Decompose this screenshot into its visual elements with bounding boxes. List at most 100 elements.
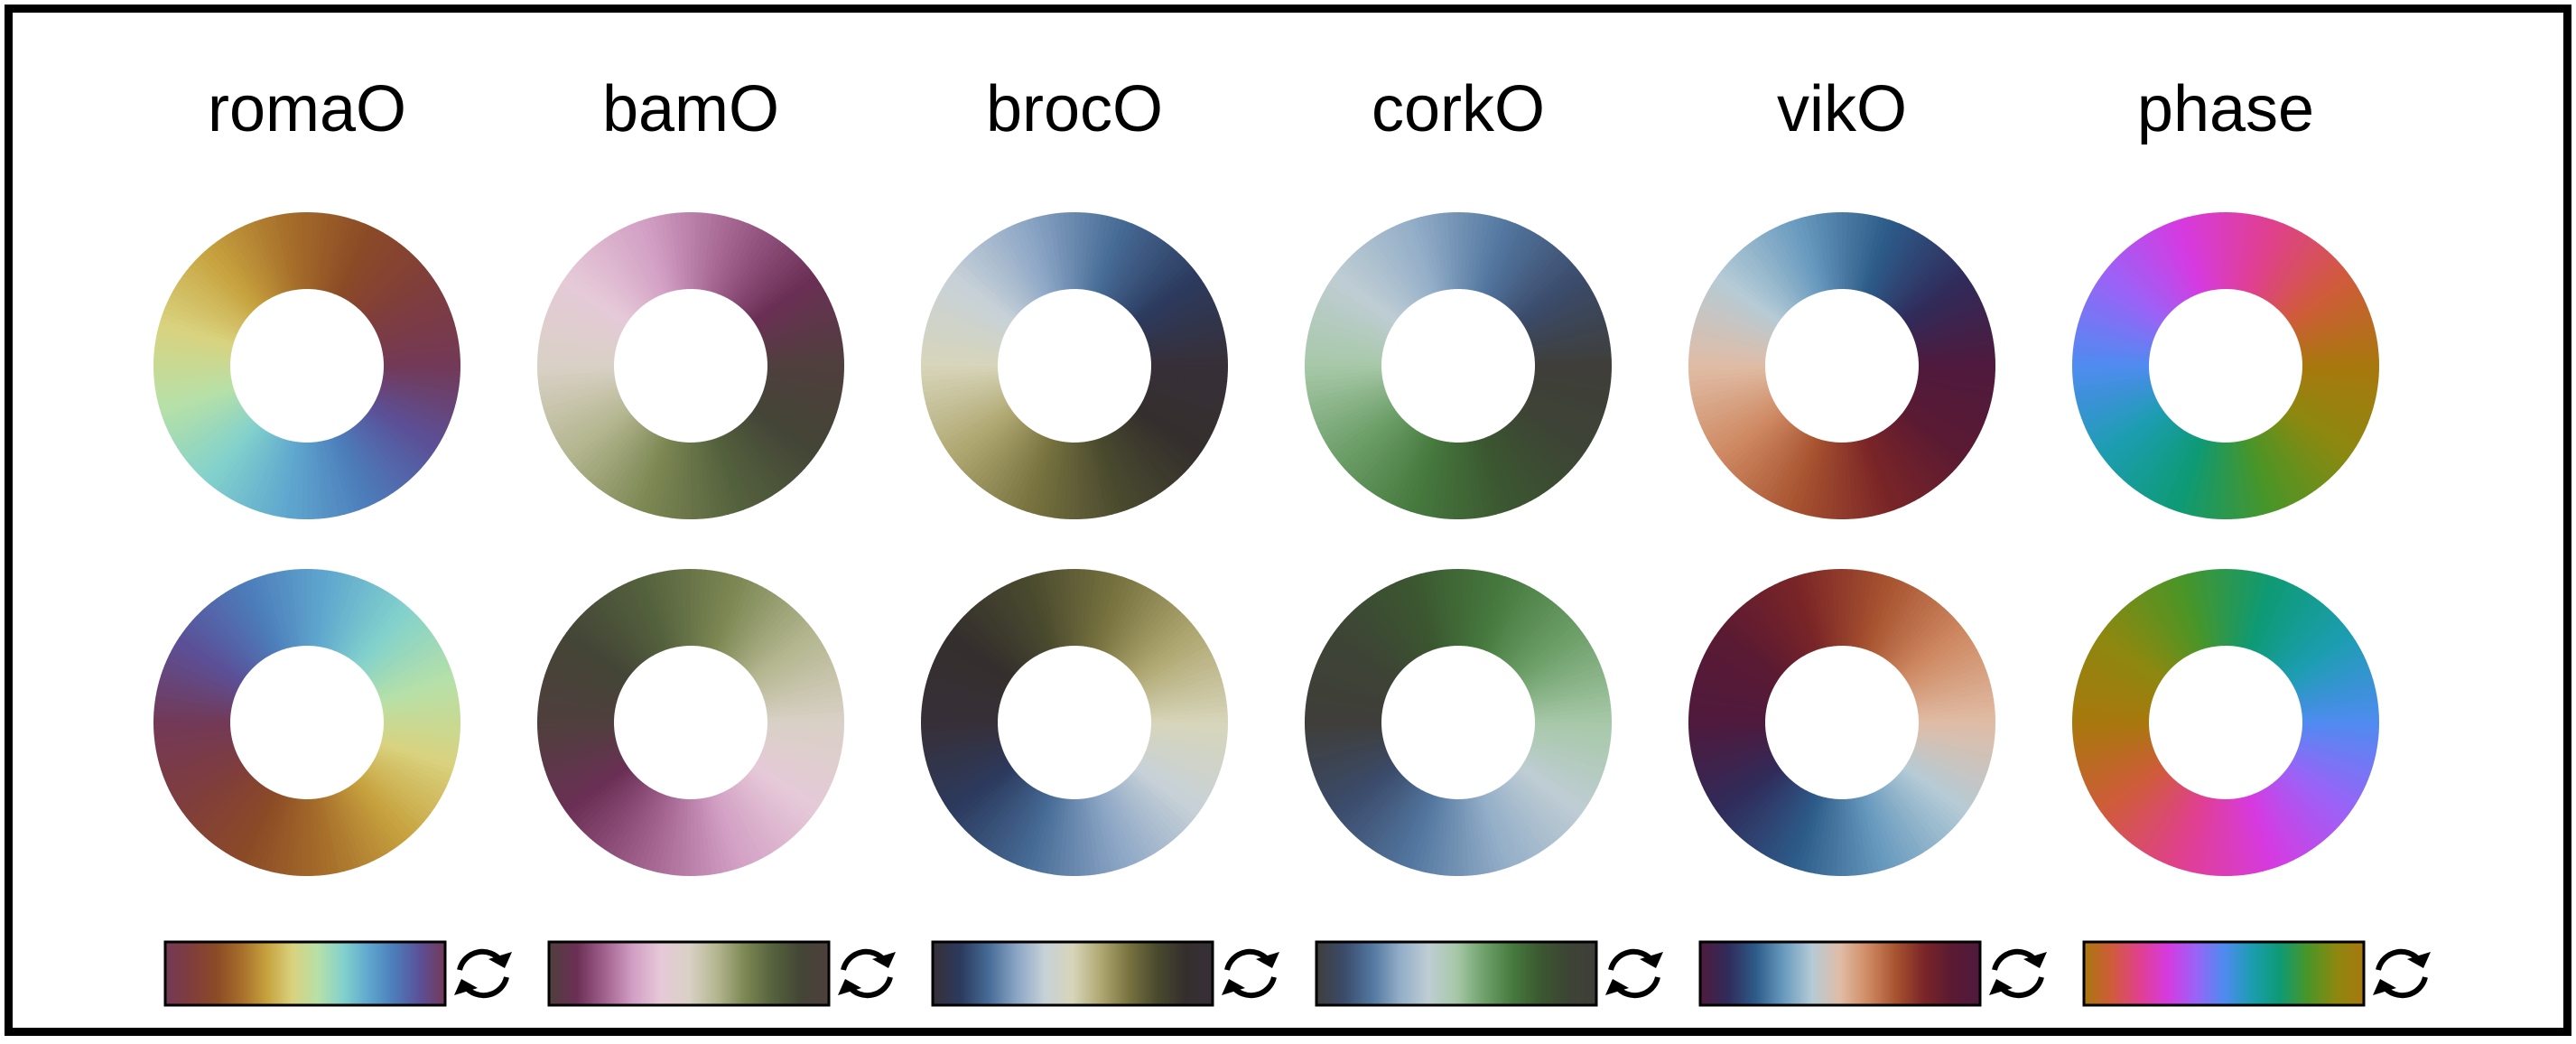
wheel-segment: [752, 408, 819, 456]
wheel-segment: [735, 240, 786, 306]
wheel-segment: [963, 419, 1022, 477]
wheel-segment: [2233, 798, 2248, 876]
wheel-segment: [1688, 350, 1766, 361]
wheel-segment: [1688, 706, 1766, 718]
wheel-segment: [721, 225, 758, 297]
wheel-segment: [171, 758, 241, 800]
wheel-segment: [1351, 421, 1408, 480]
wheel-segment: [762, 669, 837, 699]
wheel-segment: [1486, 580, 1521, 653]
wheel-segment: [1105, 791, 1143, 863]
wheel-segment: [1870, 435, 1905, 508]
wheel-segment: [168, 650, 239, 690]
wheel-segment: [1026, 574, 1054, 650]
wheel-segment: [565, 628, 631, 678]
wheel-segment: [328, 218, 355, 294]
wheel-segment: [169, 756, 240, 796]
wheel-segment: [196, 776, 255, 834]
wheel-segment: [709, 439, 734, 515]
wheel-segment: [1905, 405, 1973, 452]
wheel-segment: [1136, 631, 1202, 680]
wheel-segment: [1129, 258, 1189, 315]
wheel-segment: [2072, 344, 2150, 359]
wheel-segment: [2144, 232, 2188, 302]
wheel-segment: [2158, 791, 2195, 863]
wheel-segment: [1906, 284, 1976, 328]
wheel-segment: [554, 401, 625, 443]
wheel-segment: [2248, 219, 2279, 294]
wheel-segment: [1784, 436, 1817, 511]
wheel-segment: [2204, 798, 2218, 876]
wheel-segment: [2297, 669, 2372, 699]
wheel-segment: [366, 412, 429, 465]
wheel-segment: [761, 391, 836, 424]
wheel-segment: [1696, 669, 1771, 700]
wheel-segment: [1074, 212, 1080, 290]
wheel-segment: [1704, 399, 1775, 439]
color-wheel-brocO: [921, 212, 1228, 519]
wheel-segment: [1405, 794, 1436, 869]
wheel-segment: [248, 578, 281, 652]
wheel-segment: [1534, 370, 1612, 382]
wheel-segment: [925, 741, 1001, 766]
wheel-segment: [1799, 573, 1824, 649]
wheel-segment: [1509, 608, 1566, 667]
wheel-segment: [1852, 570, 1869, 648]
wheel-segment: [229, 229, 272, 300]
wheel-segment: [2080, 308, 2155, 340]
wheel-segment: [604, 592, 650, 659]
wheel-segment: [929, 665, 1004, 697]
color-wheel-vikO-rotated: [1688, 569, 1995, 876]
wheel-segment: [1900, 266, 1963, 319]
wheel-segment: [258, 218, 286, 294]
wheel-segment: [739, 247, 794, 309]
wheel-segment: [643, 438, 670, 514]
wheel-segment: [269, 572, 292, 648]
wheel-segment: [1105, 434, 1143, 507]
wheel-segment: [1793, 218, 1821, 294]
wheel-segment: [1873, 791, 1911, 863]
wheel-segment: [1527, 753, 1599, 790]
wheel-segment: [1316, 659, 1389, 694]
wheel-segment: [544, 669, 619, 700]
wheel-segment: [2162, 435, 2198, 508]
wheel-segment: [719, 435, 754, 508]
wheel-segment: [1516, 623, 1579, 676]
wheel-segment: [196, 419, 255, 477]
wheel-segment: [1918, 700, 1995, 715]
wheel-segment: [2251, 220, 2283, 295]
wheel-segment: [756, 404, 824, 448]
wheel-segment: [1367, 238, 1416, 304]
wheel-segment: [733, 594, 781, 661]
wheel-segment: [204, 779, 258, 841]
wheel-segment: [2298, 317, 2374, 345]
wheel-segment: [157, 680, 234, 704]
wheel-segment: [179, 275, 246, 323]
wheel-segment: [1123, 422, 1178, 484]
color-wheel-romaO-rotated: [153, 569, 460, 876]
wheel-segment: [2299, 741, 2376, 765]
wheel-segment: [1316, 394, 1389, 429]
wheel-segment: [1138, 762, 1205, 809]
wheel-segment: [2072, 706, 2150, 718]
wheel-segment: [347, 592, 394, 659]
wheel-segment: [1468, 441, 1486, 518]
wheel-segment: [274, 797, 294, 874]
wheel-segment: [208, 245, 260, 308]
wheel-segment: [1125, 608, 1182, 667]
wheel-segment: [1128, 775, 1186, 834]
wheel-segment: [2104, 266, 2167, 320]
wheel-segment: [729, 589, 773, 657]
wheel-segment: [1131, 415, 1193, 469]
wheel-segment: [1150, 711, 1228, 721]
wheel-segment: [1114, 235, 1161, 303]
wheel-segment: [2283, 623, 2347, 676]
wheel-segment: [2227, 442, 2237, 519]
wheel-segment: [1892, 608, 1949, 667]
wheel-segment: [537, 366, 615, 372]
wheel-segment: [1344, 258, 1403, 315]
wheel-segment: [330, 219, 360, 294]
wheel-segment: [1305, 722, 1382, 729]
wheel-segment: [1307, 378, 1383, 399]
wheel-segment: [373, 758, 443, 799]
